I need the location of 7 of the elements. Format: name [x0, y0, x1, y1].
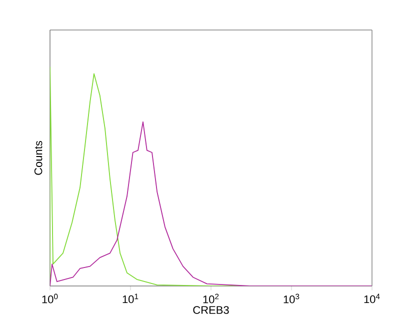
x-tick-label: 10$^{2}$ [203, 294, 219, 304]
x-axis-title: CREB3 [193, 306, 229, 314]
x-tick-label: 10$^{4}$ [364, 294, 380, 304]
x-tick-label: 10$^{3}$ [284, 294, 300, 304]
x-tick-label: 10$^{0}$ [42, 294, 58, 304]
x-tick-label: 10$^{1}$ [122, 294, 138, 304]
y-axis-title: Counts [34, 140, 42, 175]
